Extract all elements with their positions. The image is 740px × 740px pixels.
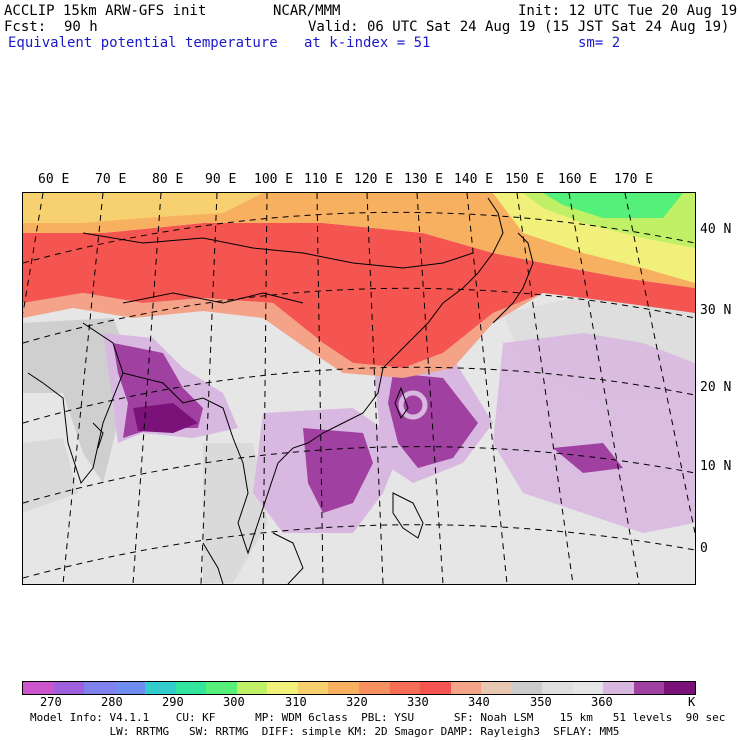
west-pacific-moist [493,333,695,533]
colorbar-swatch [84,682,115,694]
colorbar-swatch [206,682,237,694]
north-orange-strip [23,193,263,223]
model-info-line2: LW: RRTMG SW: RRTMG DIFF: simple KM: 2D … [30,725,620,738]
colorbar-label-340: 340 [468,695,490,709]
meridian-170e [624,193,695,534]
colorbar-swatch [664,682,696,694]
lon-label-100e: 100 E [254,172,294,187]
model-info-line1: Model Info: V4.1.1 CU: KF MP: WDM 6class… [30,711,726,724]
meridian-160e [568,193,640,584]
lat-label-40n: 40 N [700,222,732,237]
india-land [23,318,133,483]
china-west-border [122,292,304,304]
lat-label-10n: 10 N [700,459,732,474]
lon-label-90e: 90 E [205,172,237,187]
colorbar-swatch [572,682,604,694]
monsoon-max [133,403,198,433]
colorbar-swatch [175,682,207,694]
smoothing-label: sm= 2 [578,35,621,51]
org-label: NCAR/MMM [273,3,341,19]
malaysia-coast [202,542,224,584]
typhoon-eye [398,390,428,420]
theta-e-map [22,192,696,585]
valid-time: Valid: 06 UTC Sat 24 Aug 19 (15 JST Sat … [308,19,730,35]
colorbar-swatch [511,682,543,694]
lon-label-170e: 170 E [614,172,654,187]
mongolia-border [82,232,474,269]
colorbar-unit: K [688,695,696,709]
colorbar-swatch [145,682,176,694]
colorbar [22,681,696,695]
colorbar-swatch [389,682,421,694]
lon-label-80e: 80 E [152,172,184,187]
colorbar-swatch [267,682,298,694]
warm-midlatitude-belt [23,223,695,368]
sri-lanka-coast [92,422,104,449]
colorbar-swatch [542,682,573,694]
colorbar-swatch [481,682,512,694]
colorbar-label-350: 350 [530,695,552,709]
colorbar-swatch [420,682,451,694]
japan-coast [492,232,534,324]
lon-label-160e: 160 E [558,172,598,187]
korea-coast [477,197,504,274]
colorbar-swatch [297,682,329,694]
lat-label-20n: 20 N [700,380,732,395]
coastlines [27,197,534,584]
field-name: Equivalent potential temperature [8,35,278,51]
colorbar-label-320: 320 [346,695,368,709]
colorbar-swatch [359,682,390,694]
model-title: ACCLIP 15km ARW-GFS init [4,3,207,19]
colorbar-swatch [236,682,268,694]
colorbar-swatch [603,682,634,694]
china-coast [307,272,479,444]
colorbar-label-290: 290 [162,695,184,709]
level-label: at k-index = 51 [304,35,431,51]
arabian-sea-region [23,438,78,513]
colorbar-swatch [53,682,85,694]
colorbar-swatch [633,682,665,694]
bay-of-bengal-coast [122,372,309,555]
west-pacific-core [553,443,623,473]
lon-label-60e: 60 E [38,172,70,187]
colorbar-swatch [114,682,146,694]
map-canvas [23,193,695,584]
colorbar-swatch [328,682,360,694]
lon-label-110e: 110 E [304,172,344,187]
colorbar-swatch [450,682,482,694]
lat-label-30n: 30 N [700,303,732,318]
colorbar-label-280: 280 [101,695,123,709]
init-time: Init: 12 UTC Tue 20 Aug 19 [518,3,738,19]
colorbar-label-270: 270 [40,695,62,709]
colorbar-label-360: 360 [591,695,613,709]
north-pacific-cold-core [543,193,683,218]
lat-label-0: 0 [700,541,708,556]
india-coast [27,322,124,485]
meridian-60e [23,193,44,314]
lon-label-140e: 140 E [454,172,494,187]
taiwan-coast [394,386,409,420]
warm-belt-edge [23,293,543,378]
southeast-asia-land [203,443,268,583]
typhoon-core [388,373,478,468]
borneo-coast [272,532,304,584]
colorbar-swatch [23,682,54,694]
colorbar-label-330: 330 [407,695,429,709]
lon-label-70e: 70 E [95,172,127,187]
forecast-hour: 90 h [64,19,98,35]
graticule [23,193,695,584]
lon-label-130e: 130 E [404,172,444,187]
lon-label-120e: 120 E [354,172,394,187]
lon-label-150e: 150 E [505,172,545,187]
colorbar-label-310: 310 [285,695,307,709]
philippines-coast [392,492,424,539]
forecast-label: Fcst: [4,19,47,35]
colorbar-label-300: 300 [223,695,245,709]
